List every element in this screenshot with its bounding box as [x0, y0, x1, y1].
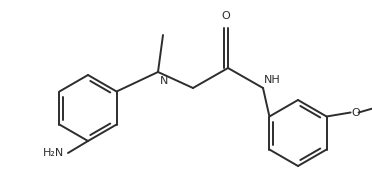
Text: O: O: [351, 108, 360, 118]
Text: N: N: [160, 76, 169, 86]
Text: O: O: [222, 11, 230, 21]
Text: NH: NH: [264, 75, 281, 85]
Text: H₂N: H₂N: [44, 148, 65, 158]
